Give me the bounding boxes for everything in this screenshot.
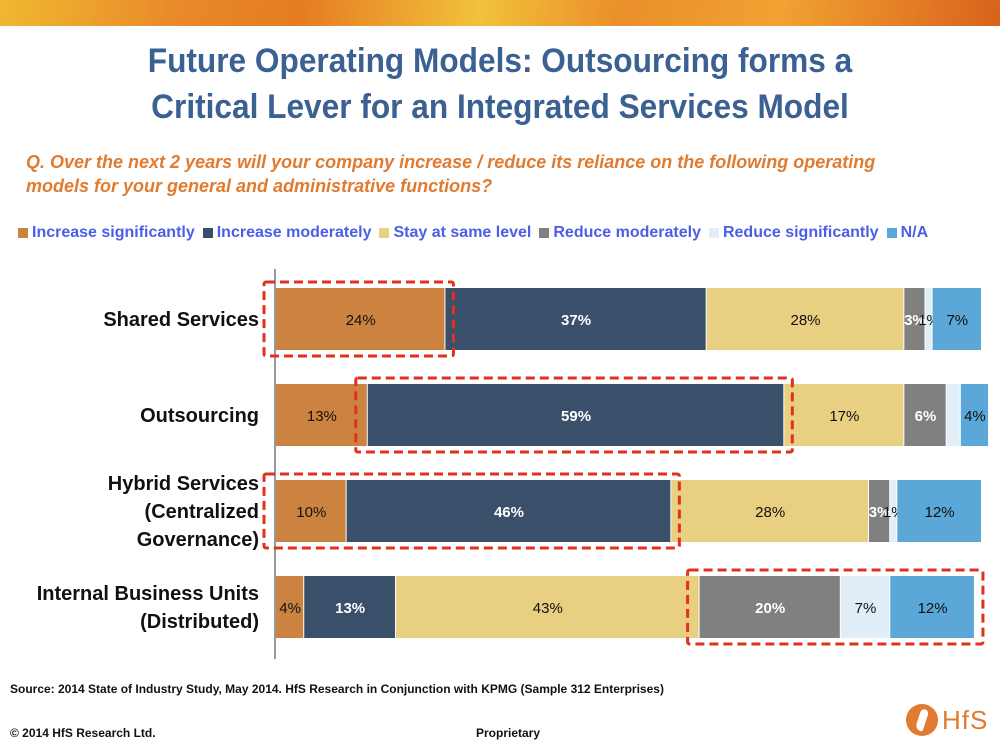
- data-label: 7%: [946, 312, 968, 329]
- category-label: Shared Services: [103, 309, 259, 331]
- bar-segment: [706, 288, 904, 350]
- data-label: 24%: [346, 312, 376, 329]
- legend-swatch: [539, 228, 550, 238]
- legend-label: Reduce moderately: [553, 224, 701, 241]
- highlight-box: [354, 376, 794, 454]
- category-label: (Centralized: [145, 501, 259, 523]
- bar-segment: [699, 576, 840, 638]
- bar-segment: [904, 288, 925, 350]
- highlight-box: [262, 472, 681, 550]
- header-banner: [0, 0, 1000, 26]
- question-line-2: models for your general and administrati…: [26, 176, 493, 196]
- legend-item: Increase moderately: [202, 224, 372, 242]
- legend-label: Increase significantly: [32, 224, 195, 241]
- data-label: 12%: [925, 504, 955, 521]
- legend-label: N/A: [900, 224, 929, 241]
- hfs-logo: HfS: [906, 704, 988, 736]
- bar-segment: [304, 576, 396, 638]
- proprietary-label: Proprietary: [476, 726, 541, 740]
- legend-item: N/A: [886, 224, 929, 242]
- page-title: Future Operating Models: Outsourcing for…: [35, 38, 965, 130]
- data-label: 4%: [279, 600, 301, 617]
- data-label: 20%: [755, 600, 785, 617]
- category-label: Governance): [137, 529, 259, 551]
- data-label: 3%: [869, 504, 891, 521]
- legend-item: Stay at same level: [379, 224, 531, 242]
- data-label: 13%: [335, 600, 365, 617]
- legend-item: Increase significantly: [18, 224, 195, 242]
- legend-swatch: [202, 228, 213, 238]
- data-label: 12%: [918, 600, 948, 617]
- legend-swatch: [18, 228, 28, 238]
- bar-segment: [671, 480, 869, 542]
- survey-question: Q. Over the next 2 years will your compa…: [26, 150, 986, 198]
- bar-segment: [276, 480, 346, 542]
- legend-item: Reduce significantly: [708, 224, 879, 242]
- legend-swatch: [886, 228, 897, 238]
- data-label: 46%: [494, 504, 524, 521]
- bar-segment: [932, 288, 981, 350]
- bar-segment: [904, 384, 946, 446]
- category-label: Hybrid Services: [108, 473, 259, 495]
- data-label: 28%: [790, 312, 820, 329]
- bar-segment: [960, 384, 989, 446]
- data-label: 13%: [307, 408, 337, 425]
- bar-segment: [890, 480, 897, 542]
- data-label: 17%: [829, 408, 859, 425]
- bar-segment: [396, 576, 699, 638]
- data-label: 7%: [855, 600, 877, 617]
- category-label: Outsourcing: [140, 405, 259, 427]
- data-label: 28%: [755, 504, 785, 521]
- bar-segment: [276, 384, 367, 446]
- logo-text: HfS: [942, 704, 989, 735]
- legend-item: Reduce moderately: [539, 224, 701, 242]
- data-label: 3%: [904, 312, 926, 329]
- bar-segment: [925, 288, 932, 350]
- bar-segment: [890, 576, 974, 638]
- bar-segment: [784, 384, 904, 446]
- bar-segment: [946, 384, 960, 446]
- highlight-box: [262, 280, 455, 358]
- stacked-bar-chart: Shared Services 24% 37% 28% 3%1% 7%Outsourcin…: [37, 269, 989, 659]
- legend-label: Increase moderately: [216, 224, 372, 241]
- data-label: 4%: [964, 408, 986, 425]
- data-label: 10%: [296, 504, 326, 521]
- title-line-2: Critical Lever for an Integrated Service…: [151, 88, 849, 126]
- data-label: 6%: [915, 408, 937, 425]
- data-label: 59%: [561, 408, 591, 425]
- legend-label: Stay at same level: [393, 224, 532, 241]
- bar-segment: [276, 576, 304, 638]
- highlight-box: [686, 568, 985, 646]
- legend-swatch: [379, 228, 390, 238]
- question-line-1: Q. Over the next 2 years will your compa…: [26, 152, 876, 172]
- copyright: © 2014 HfS Research Ltd.: [10, 726, 156, 740]
- bar-segment: [869, 480, 890, 542]
- bar-segment: [897, 480, 981, 542]
- legend-swatch: [708, 228, 719, 238]
- data-label: 43%: [533, 600, 563, 617]
- bar-segment: [445, 288, 706, 350]
- source-note: Source: 2014 State of Industry Study, Ma…: [10, 682, 664, 696]
- title-line-1: Future Operating Models: Outsourcing for…: [147, 42, 853, 80]
- bar-segment: [346, 480, 671, 542]
- data-label: 37%: [561, 312, 591, 329]
- chart-legend: Increase significantly Increase moderatel…: [18, 224, 936, 242]
- legend-label: Reduce significantly: [722, 224, 879, 241]
- bar-segment: [840, 576, 890, 638]
- category-label: Internal Business Units: [37, 583, 259, 605]
- bar-segment: [276, 288, 445, 350]
- category-label: (Distributed): [140, 611, 259, 633]
- horse-icon: [906, 704, 938, 736]
- bar-segment: [367, 384, 784, 446]
